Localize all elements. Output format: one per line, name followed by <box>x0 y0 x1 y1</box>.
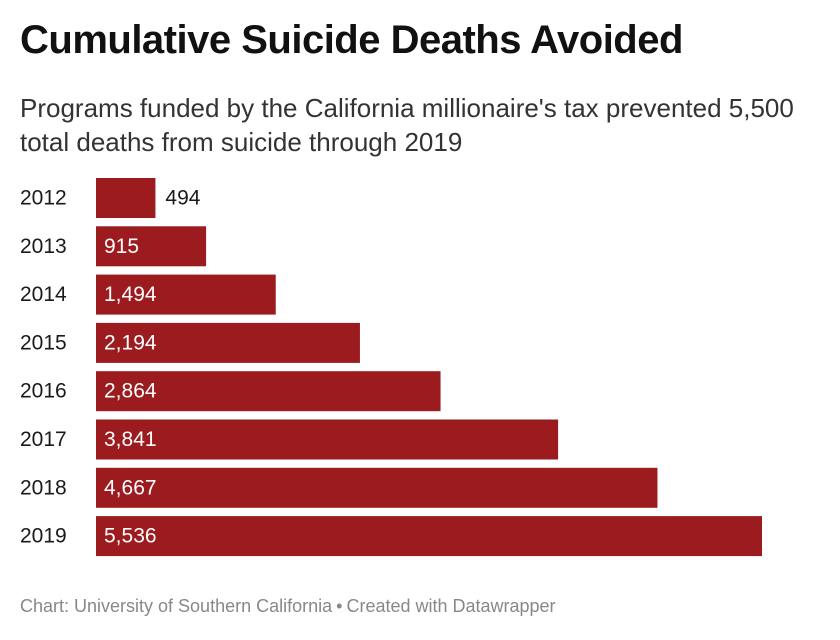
category-label-2015: 2015 <box>20 331 67 354</box>
tool-credit: Created with Datawrapper <box>346 596 556 616</box>
bar-2014 <box>96 274 276 315</box>
value-label-2015: 2,194 <box>104 331 157 354</box>
category-label-2019: 2019 <box>20 525 67 548</box>
footer-separator: • <box>336 596 343 616</box>
source-credit: Chart: University of Southern California <box>20 596 333 616</box>
category-label-2018: 2018 <box>20 476 67 499</box>
value-label-2014: 1,494 <box>104 283 157 306</box>
bar-2015 <box>96 322 360 363</box>
category-label-2014: 2014 <box>20 283 67 306</box>
category-label-2017: 2017 <box>20 428 67 451</box>
chart-footer: Chart: University of Southern California… <box>20 596 556 617</box>
bar-chart-svg: 2012 494 2013 915 2014 1,494 2015 2,194 2016 2,86… <box>20 178 762 557</box>
bar-chart: 2012 494 2013 915 2014 1,494 2015 2,194 2016 2,86… <box>0 172 840 562</box>
chart-subtitle: Programs funded by the California millio… <box>20 93 794 157</box>
value-label-2018: 4,667 <box>104 476 157 499</box>
bar-2017 <box>96 419 559 460</box>
bar-2019 <box>96 516 762 557</box>
value-label-2012: 494 <box>165 187 200 210</box>
category-label-2012: 2012 <box>20 187 67 210</box>
bar-2013 <box>96 226 207 267</box>
category-label-2016: 2016 <box>20 380 67 403</box>
bar-2016 <box>96 371 441 412</box>
bar-2012 <box>96 178 156 218</box>
value-label-2017: 3,841 <box>104 428 157 451</box>
value-label-2013: 915 <box>104 235 139 258</box>
bar-2018 <box>96 467 658 508</box>
chart-title: Cumulative Suicide Deaths Avoided <box>20 18 683 62</box>
value-label-2016: 2,864 <box>104 380 157 403</box>
value-label-2019: 5,536 <box>104 525 157 548</box>
category-label-2013: 2013 <box>20 235 67 258</box>
